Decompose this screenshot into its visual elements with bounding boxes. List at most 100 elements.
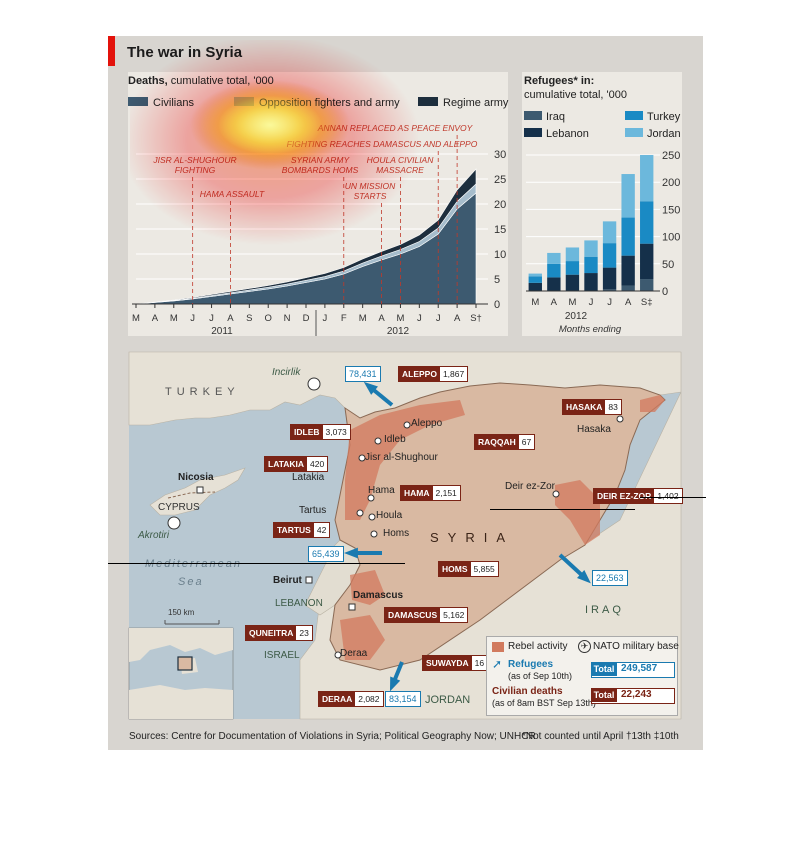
refugee-arrow-head — [344, 547, 358, 559]
city-label: Deraa — [340, 648, 368, 659]
death-count-box: ALEPPO 1,867 — [398, 366, 469, 382]
city-label: Incirlik — [272, 367, 301, 378]
syria-land — [329, 382, 666, 671]
refugees-ytick-label: 200 — [662, 177, 680, 189]
label-scale: 150 km — [168, 608, 195, 617]
refugees-legend-label: Iraq — [546, 111, 565, 123]
deaths-xtick-label: A — [378, 313, 385, 324]
refugees-bar-iraq — [621, 285, 635, 291]
rebel-zone-east — [640, 395, 665, 412]
deaths-xtick-label: S† — [470, 313, 482, 324]
refugees-ytick-label: 150 — [662, 204, 680, 216]
deaths-xtick-label: J — [209, 313, 214, 324]
cyprus-border — [167, 491, 216, 499]
refugees-bar-lebanon — [640, 243, 654, 280]
city-dot — [370, 530, 378, 538]
death-count-box: QUNEITRA 23 — [245, 625, 313, 641]
deaths-xtick-label: D — [303, 313, 310, 324]
deaths-xtick-label: J — [323, 313, 328, 324]
refugees-bar-lebanon — [547, 277, 561, 291]
death-box-region: HASAKA — [563, 400, 606, 414]
city-label: Beirut — [273, 575, 302, 586]
refugees-bar-jordan — [602, 221, 617, 244]
deaths-xtick-label: M — [132, 313, 140, 324]
refugees-ytick-label: 250 — [662, 150, 680, 162]
label-lebanon: LEBANON — [275, 598, 323, 609]
refugees-bar-turkey — [640, 201, 654, 244]
death-box-value: 5,162 — [440, 608, 468, 622]
deaths-xtick-label: J — [436, 313, 441, 324]
death-box-value: 1,402 — [654, 489, 682, 503]
deaths-xtick-label: A — [227, 313, 234, 324]
death-box-value: 23 — [296, 626, 312, 640]
label-sea-1: Mediterranean — [145, 558, 242, 570]
city-dot — [552, 490, 560, 498]
city-dot — [356, 509, 364, 517]
death-box-value: 16 — [471, 656, 488, 670]
city-label: Idleb — [384, 434, 406, 445]
deaths-year-label: 2011 — [211, 326, 233, 337]
refugees-bar-jordan — [621, 174, 635, 218]
refugees-xtick-label: M — [568, 297, 576, 308]
deaths-xtick-label: O — [265, 313, 272, 324]
refugees-legend-label: Turkey — [647, 111, 681, 123]
deaths-xtick-label: A — [454, 313, 461, 324]
rebel-zone-deir — [555, 480, 600, 545]
legend-deaths-note: (as of 8am BST Sep 13th) — [492, 698, 596, 708]
deaths-ytick-label: 5 — [494, 274, 500, 286]
refugees-bar-turkey — [547, 263, 561, 278]
rebel-zone-north — [345, 400, 465, 520]
nato-base-icon — [167, 516, 181, 530]
deaths-xtick-label: N — [284, 313, 291, 324]
city-label: Tartus — [299, 505, 327, 516]
deaths-ytick-label: 10 — [494, 249, 506, 261]
city-dot — [334, 651, 342, 659]
city-label: Latakia — [292, 472, 325, 483]
brand-bar — [108, 36, 115, 66]
refugees-title: Refugees* in: — [524, 75, 594, 87]
capital-marker — [196, 486, 204, 494]
refugee-count-box: 22,563 — [592, 570, 628, 586]
death-box-region: QUNEITRA — [246, 626, 297, 640]
refugees-bar-turkey — [528, 276, 542, 283]
label-israel: ISRAEL — [264, 650, 300, 661]
death-box-value: 5,855 — [470, 562, 498, 576]
refugees-year-label: 2012 — [565, 311, 588, 322]
refugees-ytick-label: 100 — [662, 232, 680, 244]
refugees-bar-iraq — [640, 279, 654, 291]
deaths-xtick-label: S — [246, 313, 252, 324]
refugees-axis-note: Months ending — [559, 324, 622, 335]
legend-deaths-label: Civilian deaths — [492, 686, 563, 697]
deaths-ytick-label: 25 — [494, 174, 506, 186]
refugee-arrow-head — [389, 676, 401, 692]
deaths-total-value: 22,243 — [621, 689, 652, 700]
refugees-legend-label: Jordan — [647, 128, 681, 140]
refugees-xtick-label: A — [551, 297, 558, 308]
refugees-xtick-label: A — [625, 297, 632, 308]
death-count-box: IDLEB 3,073 — [290, 424, 351, 440]
city-dot — [403, 421, 411, 429]
city-label: Houla — [376, 510, 403, 521]
legend-refugees-label: Refugees — [508, 659, 554, 670]
city-label: Damascus — [353, 590, 404, 601]
death-count-box: HAMA 2,151 — [400, 485, 461, 501]
deaths-total-tag: Total — [591, 688, 617, 702]
refugees-chart-card — [522, 72, 682, 336]
refugees-legend-label: Lebanon — [546, 128, 589, 140]
death-box-value: 2,151 — [432, 486, 460, 500]
death-box-region: DAMASCUS — [385, 608, 441, 622]
legend-rebel-label: Rebel activity — [508, 641, 568, 652]
deaths-legend-label: Regime army — [443, 97, 509, 109]
city-dot — [374, 437, 382, 445]
deaths-ytick-label: 20 — [494, 199, 506, 211]
city-label: Hasaka — [577, 424, 611, 435]
death-count-box: HASAKA 83 — [562, 399, 622, 415]
refugee-count-box: 83,154 — [385, 691, 421, 707]
overlay-line-1 — [108, 563, 405, 564]
refugees-bar-jordan — [528, 273, 542, 277]
overlay-line-3 — [640, 497, 706, 498]
deaths-xtick-label: M — [396, 313, 404, 324]
death-box-value: 83 — [605, 400, 621, 414]
death-count-box: DERAA 2,082 — [318, 691, 384, 707]
